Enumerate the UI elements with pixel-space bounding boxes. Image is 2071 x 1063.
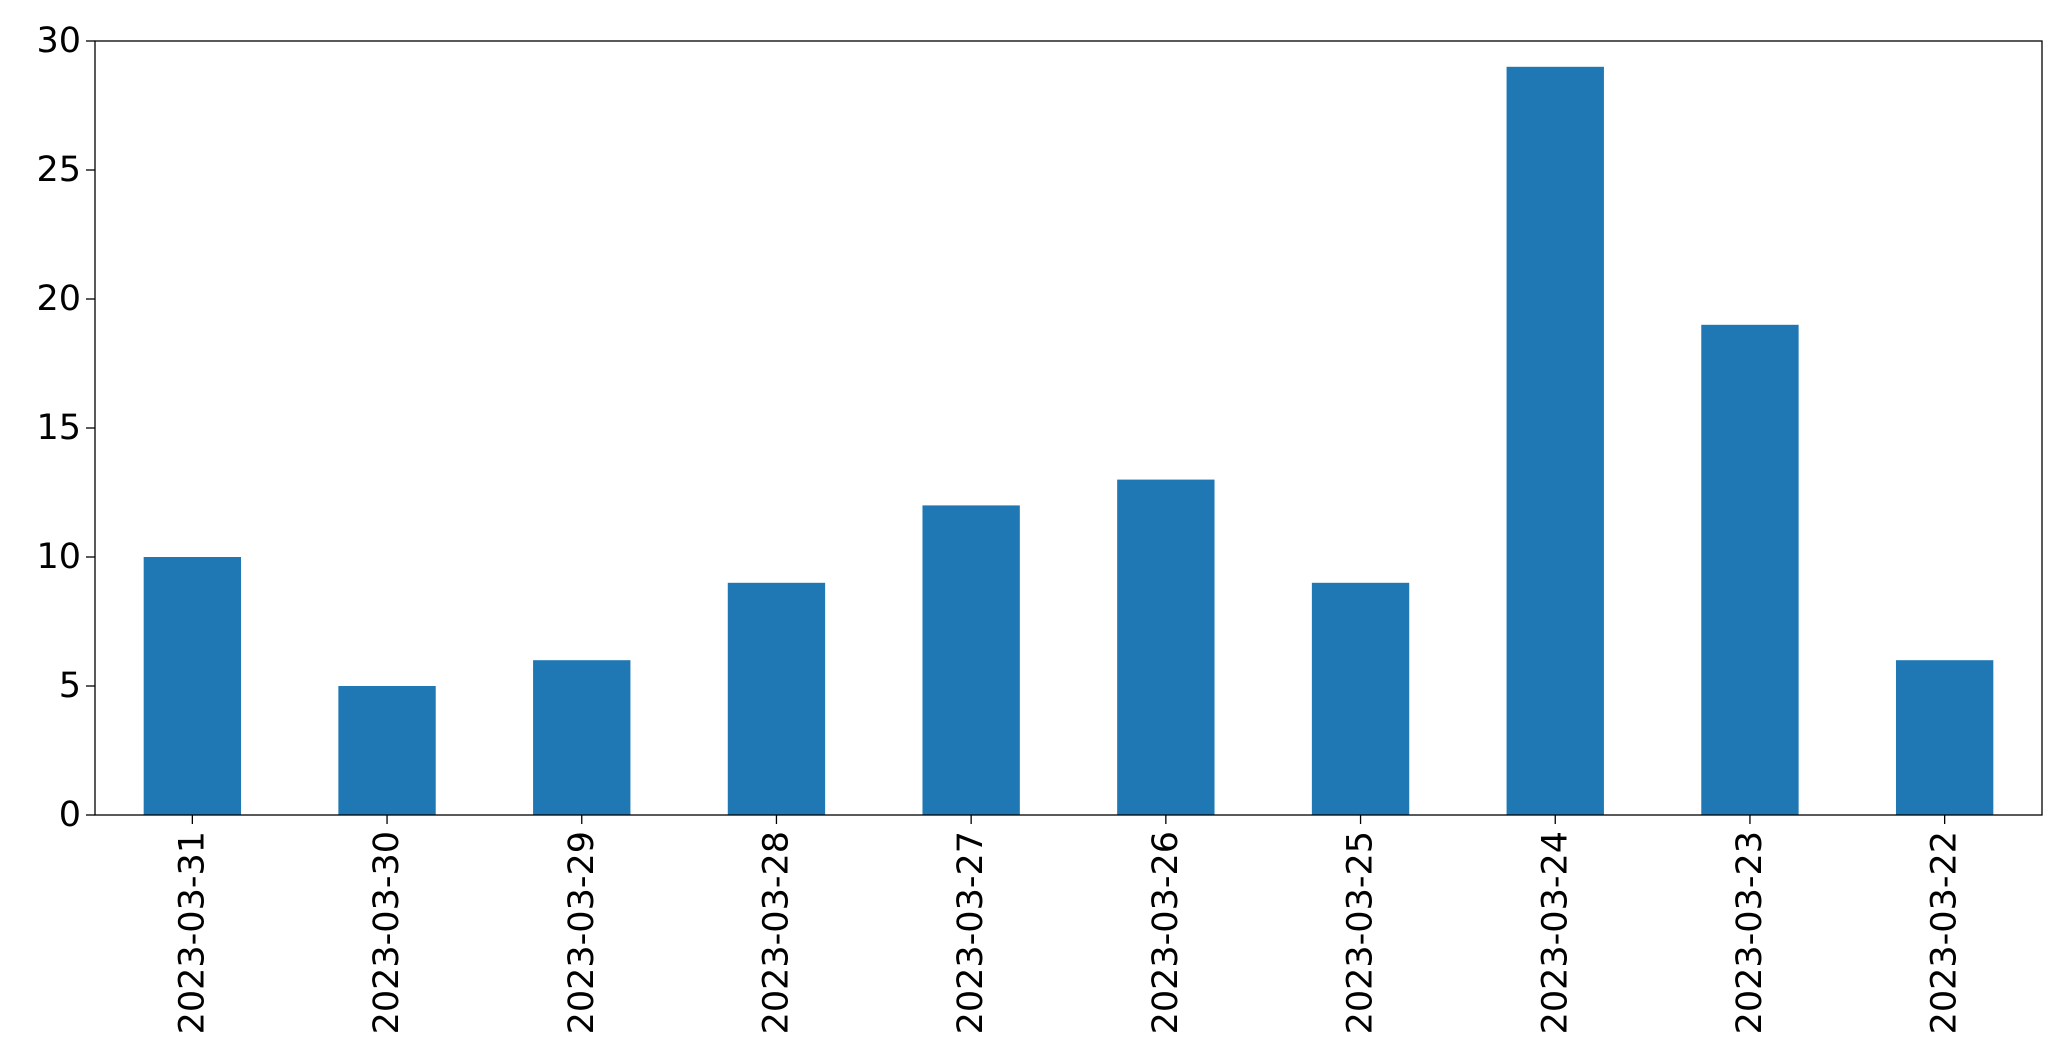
bar-2023-03-23 [1701,324,1799,815]
x-tick-label: 2023-03-29 [562,831,602,1034]
bar-2023-03-26 [1117,479,1215,815]
y-axis-ticks: 0 5 10 15 20 25 30 [36,21,95,835]
y-tick-label: 25 [36,150,81,190]
x-tick-label: 2023-03-30 [367,831,407,1034]
y-tick-label: 5 [59,666,81,706]
x-tick-label: 2023-03-23 [1730,831,1770,1034]
bars-group [143,66,1994,816]
x-tick-label: 2023-03-24 [1535,831,1575,1034]
bar-2023-03-27 [922,505,1020,815]
x-axis-ticks: 2023-03-31 2023-03-30 2023-03-29 2023-03-28… [172,815,1965,1034]
y-tick-label: 30 [36,21,81,61]
x-tick-label: 2023-03-28 [756,831,796,1034]
plot-area-frame [94,40,2043,816]
y-tick-label: 20 [36,279,81,319]
x-tick-label: 2023-03-22 [1925,831,1965,1034]
bar-2023-03-24 [1506,66,1604,816]
x-tick-label: 2023-03-25 [1341,831,1381,1034]
x-tick-label: 2023-03-27 [951,831,991,1034]
bar-2023-03-25 [1311,582,1410,815]
bar-2023-03-31 [143,557,242,815]
x-tick-label: 2023-03-26 [1146,831,1186,1034]
x-tick-label: 2023-03-31 [172,831,212,1034]
y-tick-label: 15 [36,408,81,448]
y-tick-label: 10 [36,537,81,577]
bar-2023-03-29 [533,660,631,815]
bar-2023-03-28 [727,582,826,815]
bar-2023-03-22 [1895,660,1994,815]
y-tick-label: 0 [59,795,81,835]
bar-2023-03-30 [338,686,436,815]
